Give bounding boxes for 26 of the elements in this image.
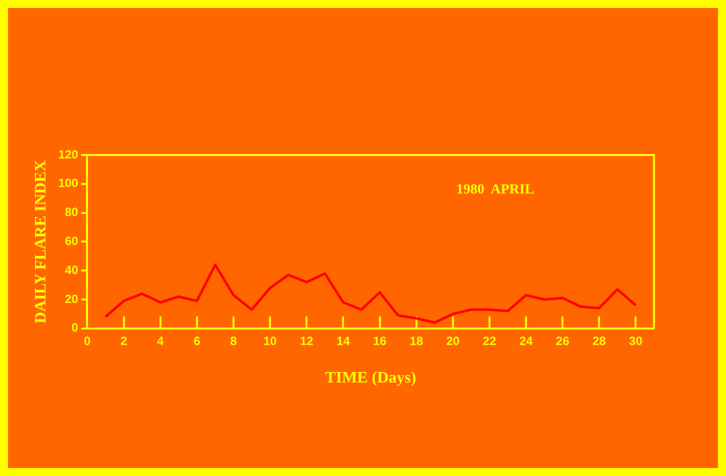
x-tick-label: 4	[157, 334, 164, 348]
y-tick-label: 60	[64, 234, 79, 248]
x-tick-label: 10	[263, 334, 278, 348]
x-tick-label: 22	[482, 334, 496, 348]
x-tick-label: 8	[230, 334, 238, 348]
annotation: 1980 APRIL	[456, 182, 534, 198]
x-tick-label: 20	[446, 334, 460, 348]
y-tick-label: 100	[58, 176, 79, 190]
x-tick-label: 16	[373, 334, 387, 348]
x-tick-label: 28	[592, 334, 606, 348]
x-tick-label: 18	[410, 334, 424, 348]
y-axis-title: DAILY FLARE INDEX	[32, 160, 50, 324]
x-tick-label: 30	[629, 334, 643, 348]
y-tick-label: 20	[64, 292, 79, 306]
x-tick-label: 12	[300, 334, 314, 348]
y-tick-label: 40	[64, 262, 79, 277]
x-tick-label: 26	[556, 334, 570, 348]
x-tick-label: 14	[336, 334, 350, 348]
x-tick-label: 24	[519, 334, 534, 348]
x-tick-label: 2	[120, 334, 128, 348]
y-tick-label: 0	[72, 320, 79, 335]
x-axis-title: TIME (Days)	[325, 370, 416, 387]
y-tick-label: 80	[64, 205, 79, 220]
x-tick-label: 0	[84, 334, 91, 348]
x-tick-label: 6	[194, 334, 201, 348]
y-tick-label: 120	[58, 147, 79, 162]
